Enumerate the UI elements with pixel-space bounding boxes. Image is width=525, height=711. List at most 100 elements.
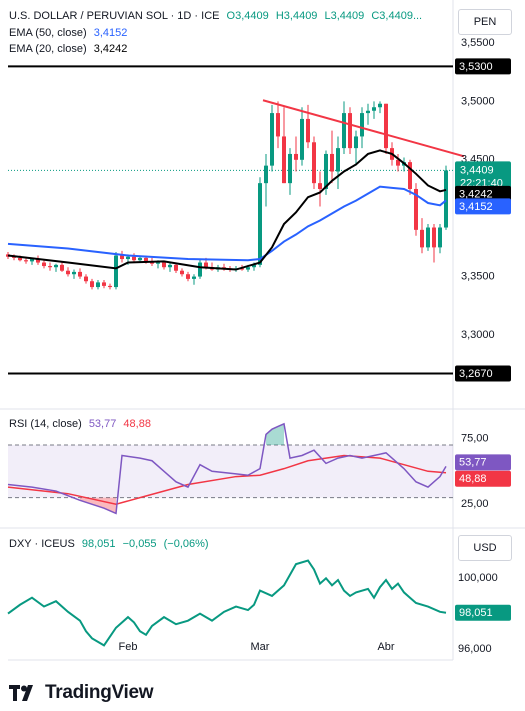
candle [312,142,316,184]
candle [156,262,160,264]
candle [18,257,22,261]
price-pane-header: U.S. DOLLAR / PERUVIAN SOL · 1D · ICE O3… [9,9,422,23]
candle [276,113,280,137]
candle [192,276,196,279]
chart-canvas[interactable]: Feb Mar Abr 3,55003,50003,45003,35003,3000… [0,0,525,680]
candle [282,136,286,184]
candle [120,255,124,260]
candle [360,113,364,137]
candle [180,270,184,275]
ema50-line [7,185,447,262]
candle [240,268,244,270]
rsi-overbought-fill [266,423,284,445]
price-tick-4: 3,3000 [461,329,495,341]
candle [174,264,178,271]
candle [420,229,424,248]
rsi-ma-legend-value: 48,88 [123,418,151,430]
ema50-value: 3,4152 [93,27,128,39]
candle [342,113,346,149]
candle [132,256,136,261]
candle [168,264,172,268]
ema20-value: 3,4242 [93,43,128,55]
candle [288,153,292,184]
ema20-legend[interactable]: EMA (20, close) 3,4242 [9,42,127,56]
candle [258,183,262,265]
rsi-tick-0: 75,00 [461,432,489,444]
candle [300,118,304,160]
candle [204,262,208,268]
brand-name: TradingView [45,682,154,703]
candle [330,153,334,172]
ohlc-low: L3,4409 [324,10,365,22]
dxy-line [7,559,447,647]
dxy-pane[interactable] [7,559,447,647]
time-axis-label-mar: Mar [251,641,270,653]
time-axis[interactable]: Feb Mar Abr [119,641,395,653]
rsi-badge-bg [455,454,511,471]
candle [366,110,370,114]
candle [306,118,310,143]
dxy-label: DXY · ICEUS [9,538,75,550]
trendline [262,99,465,158]
candle [294,153,298,160]
level-high-badge-bg [455,58,511,75]
candle [48,266,52,268]
candle [318,183,322,189]
dxy-legend-value: 98,051 [81,538,116,550]
rsi-pane[interactable] [7,422,453,515]
candle [246,267,250,270]
rsi-label: RSI (14, close) [9,418,82,430]
price-pane[interactable] [6,65,465,375]
symbol-title[interactable]: U.S. DOLLAR / PERUVIAN SOL · 1D · ICE [9,10,220,22]
price-tick-1: 3,5000 [461,95,495,107]
time-axis-label-abr: Abr [377,641,394,653]
price-scales[interactable]: 3,55003,50003,45003,35003,30003,53003,26… [455,37,511,655]
ema20-line [7,149,447,271]
rsi-legend[interactable]: RSI (14, close) 53,77 48,88 [9,417,151,431]
candle [96,282,100,288]
last-price-badge-bg [455,161,511,192]
dxy-change-pct: (−0,06%) [163,538,209,550]
candle [324,153,328,189]
level-low-badge: 3,2670 [459,368,493,380]
candle [90,281,94,288]
candle [408,162,412,189]
level-low-badge-bg [455,365,511,382]
rsi-ma-badge-bg [455,470,511,487]
candle [102,282,106,286]
candle [414,188,418,230]
ohlc-close: C3,4409... [371,10,423,22]
candle [336,148,340,172]
tradingview-logo[interactable]: TradingView [9,682,154,704]
rsi-tick-1: 25,00 [461,498,489,510]
dxy-badge-bg [455,604,511,621]
candle [444,170,448,228]
candle [66,270,70,275]
candle [438,227,442,248]
ema20-label: EMA (20, close) [9,43,87,55]
candle [30,259,34,262]
candle [198,262,202,277]
candle [114,255,118,288]
candle [396,159,400,166]
candle [126,256,130,260]
candle [24,260,28,262]
candle [252,264,256,268]
candle [84,276,88,282]
rsi-ma-line [7,454,447,506]
candle [186,274,190,279]
candle [108,285,112,288]
dxy-legend[interactable]: DXY · ICEUS 98,051 −0,055 (−0,06%) [9,537,209,551]
currency-button[interactable]: PEN [458,9,512,35]
candle [144,257,148,262]
candle [12,256,16,258]
candle [162,262,166,268]
candle [264,165,268,184]
candle [138,257,142,261]
pane-separators [0,0,525,661]
ohlc-high: H3,4409 [275,10,318,22]
dxy-currency-button[interactable]: USD [458,535,512,561]
ema50-legend[interactable]: EMA (50, close) 3,4152 [9,26,127,40]
last-price-badge: 3,4409 [460,164,494,176]
price-tick-0: 3,5500 [461,37,495,49]
